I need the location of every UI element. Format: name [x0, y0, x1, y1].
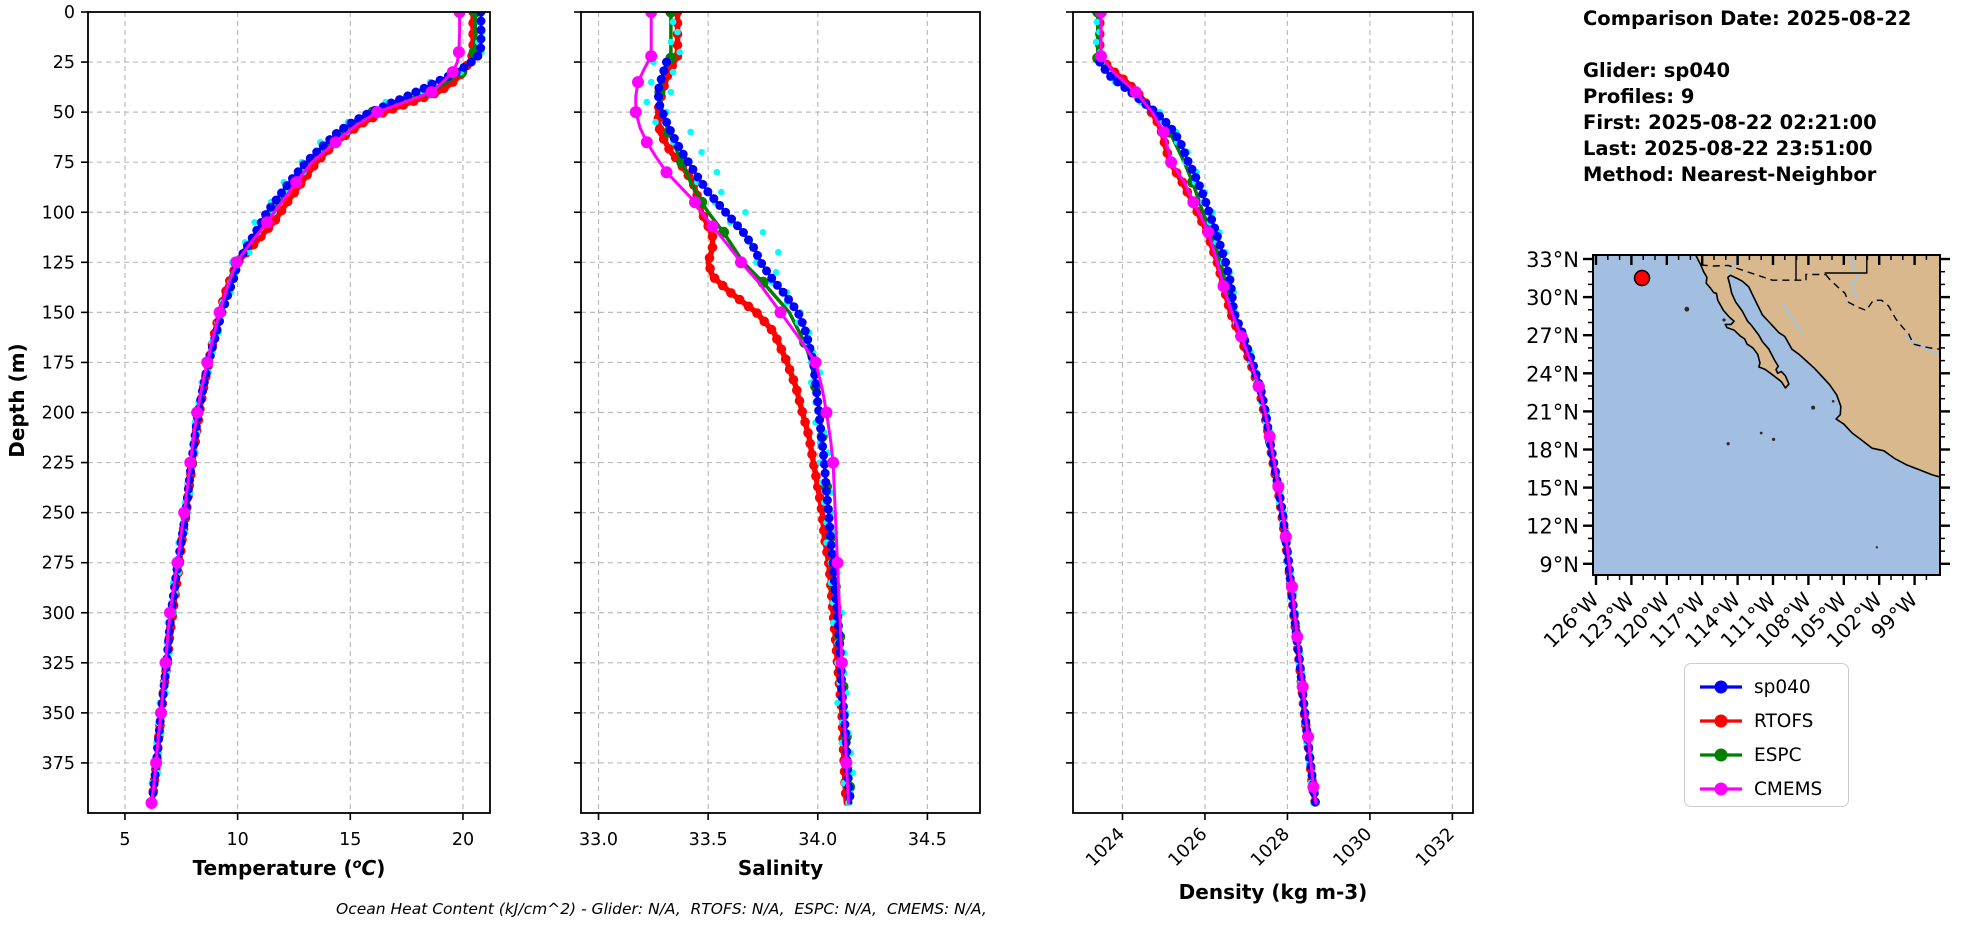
border-line [1805, 273, 1826, 281]
svg-text:200: 200 [42, 404, 75, 424]
island [1759, 431, 1763, 435]
svg-text:225: 225 [42, 454, 75, 474]
first-profile-time: First: 2025-08-22 02:21:00 [1583, 111, 1877, 134]
river [1904, 335, 1940, 356]
svg-text:33.5: 33.5 [689, 830, 728, 850]
svg-text:300: 300 [42, 604, 75, 624]
border-line [1700, 264, 1806, 281]
svg-text:125: 125 [42, 253, 75, 273]
svg-text:325: 325 [42, 654, 75, 674]
map-lat-label: 18°N [1526, 439, 1579, 463]
svg-text:175: 175 [42, 353, 75, 373]
salinity-axis-label: Salinity [738, 856, 823, 880]
comparison-date: Comparison Date: 2025-08-22 [1583, 7, 1912, 30]
river [1781, 302, 1804, 335]
legend-line-cmems [1700, 782, 1742, 796]
svg-text:5: 5 [119, 830, 130, 850]
svg-text:0: 0 [64, 3, 75, 23]
svg-text:34.0: 34.0 [798, 830, 837, 850]
svg-text:350: 350 [42, 704, 75, 724]
ohc-caption: Ocean Heat Content (kJ/cm^2) - Glider: N… [336, 900, 987, 918]
coastline [1694, 255, 1940, 478]
depth-axis-label: Depth (m) [5, 343, 29, 457]
salinity-plot: 33.0 33.5 34.0 34.5 Salinity [574, 11, 981, 880]
legend-label: CMEMS [1754, 778, 1823, 800]
info-panel: Comparison Date: 2025-08-22 Glider: sp04… [1583, 6, 1911, 188]
series-cmems [145, 12, 466, 809]
svg-text:34.5: 34.5 [908, 830, 947, 850]
svg-text:25: 25 [53, 53, 75, 73]
svg-text:15: 15 [339, 830, 361, 850]
island [1726, 442, 1730, 446]
series-cmems [1095, 12, 1320, 805]
map-lat-label: 33°N [1526, 248, 1579, 272]
svg-text:75: 75 [53, 153, 75, 173]
map-lat-label: 9°N [1539, 553, 1579, 577]
method: Method: Nearest-Neighbor [1583, 163, 1877, 186]
svg-text:33.0: 33.0 [579, 830, 618, 850]
island [1875, 546, 1879, 549]
map-area: 33°N30°N27°N24°N21°N18°N15°N12°N9°N126°W… [1526, 248, 1950, 653]
island [1684, 306, 1690, 312]
glider-position-marker [1633, 269, 1651, 287]
map-lat-label: 30°N [1526, 286, 1579, 310]
legend-item-espc: ESPC [1685, 738, 1848, 772]
legend-item-rtofs: RTOFS [1685, 704, 1848, 738]
svg-text:100: 100 [42, 203, 75, 223]
map-lat-label: 21°N [1526, 400, 1579, 424]
legend-label: sp040 [1754, 676, 1811, 698]
map-lat-label: 24°N [1526, 362, 1579, 386]
state-line [1824, 255, 1868, 274]
map-lat-label: 27°N [1526, 324, 1579, 348]
svg-text:10: 10 [226, 830, 248, 850]
map-lat-label: 12°N [1526, 515, 1579, 539]
legend-line-espc [1700, 748, 1742, 762]
legend-item-cmems: CMEMS [1685, 772, 1848, 806]
legend-item-sp040: sp040 [1685, 670, 1848, 704]
island [1831, 399, 1835, 403]
density-axis-label: Density (kg m-3) [1179, 880, 1368, 904]
temperature-plot: 5 10 15 20025507510012515017520022525027530… [5, 3, 491, 880]
svg-text:150: 150 [42, 303, 75, 323]
legend-label: RTOFS [1754, 710, 1814, 732]
map-lat-label: 15°N [1526, 477, 1579, 501]
temperature-axis-label: Temperature (oC) [193, 856, 386, 880]
legend-label: ESPC [1754, 744, 1802, 766]
series-cmems [629, 12, 853, 805]
profiles-count: Profiles: 9 [1583, 85, 1695, 108]
last-profile-time: Last: 2025-08-22 23:51:00 [1583, 137, 1873, 160]
svg-text:375: 375 [42, 754, 75, 774]
glider-name: Glider: sp040 [1583, 59, 1731, 82]
profile-charts: 5 10 15 20025507510012515017520022525027530… [5, 3, 1474, 904]
island [1722, 318, 1726, 322]
legend-line-sp040 [1700, 680, 1742, 694]
legend-line-rtofs [1700, 714, 1742, 728]
legend: sp040 RTOFS ESPC CMEMS [1684, 663, 1849, 807]
svg-text:275: 275 [42, 554, 75, 574]
border-line [1825, 274, 1940, 350]
svg-text:20: 20 [452, 830, 474, 850]
svg-text:250: 250 [42, 504, 75, 524]
svg-text:50: 50 [53, 103, 75, 123]
island [1771, 437, 1776, 441]
island [1811, 405, 1816, 410]
river [1849, 255, 1859, 299]
